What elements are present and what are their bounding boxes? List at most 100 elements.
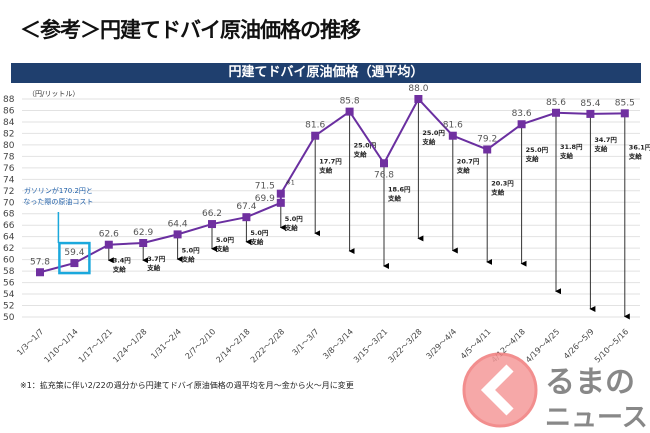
- subsidy-label: 支給: [593, 144, 608, 153]
- subsidy-amount: 20.7円: [457, 158, 480, 166]
- x-tick-label: 2/14～2/18: [214, 327, 251, 364]
- kuruma-news-logo: るまの ニュース: [462, 352, 648, 433]
- subsidy-label: 支給: [387, 193, 402, 202]
- y-tick-label: 52: [3, 302, 14, 312]
- subsidy-amount: 5.0円: [285, 215, 304, 223]
- subsidy-amount: 25.0円: [354, 142, 377, 150]
- x-tick-label: 1/3～1/7: [15, 327, 45, 357]
- y-tick-label: 80: [3, 141, 15, 151]
- x-tick-label: 3/1～3/7: [290, 327, 320, 357]
- line-chart: 5052545658606264666870727476788082848688…: [3, 84, 650, 364]
- data-label: 67.4: [236, 202, 256, 212]
- y-tick-label: 56: [3, 279, 15, 289]
- subsidy-amount: 25.0円: [422, 129, 445, 137]
- x-tick-label: 2/22～2/28: [249, 327, 286, 364]
- chart-title: 円建てドバイ原油価格（週平均）: [11, 63, 641, 83]
- data-point: [173, 230, 182, 239]
- y-tick-label: 76: [3, 164, 15, 174]
- data-label: 62.6: [99, 230, 119, 240]
- data-point: [414, 95, 423, 103]
- y-tick-label: 68: [3, 210, 15, 220]
- y-tick-label: 60: [3, 256, 15, 266]
- subsidy-label: 支給: [490, 187, 505, 196]
- page-title: ＜参考＞円建てドバイ原油価格の推移: [20, 18, 361, 42]
- data-point: [70, 259, 79, 268]
- data-label: 64.4: [168, 219, 188, 229]
- data-point: [311, 131, 320, 140]
- subsidy-label: 支給: [353, 150, 368, 159]
- data-label: 85.5: [615, 98, 635, 108]
- subsidy-amount: 5.0円: [182, 246, 201, 254]
- data-point: [139, 238, 148, 247]
- y-tick-label: 72: [3, 187, 14, 197]
- data-point: [104, 240, 113, 249]
- subsidy-amount: 20.3円: [491, 179, 514, 187]
- subsidy-label: 支給: [318, 166, 333, 175]
- data-point: [586, 109, 595, 118]
- x-tick-label: 1/10～1/14: [42, 327, 79, 364]
- subsidy-amount: 3.4円: [113, 257, 132, 265]
- subsidy-amount: 5.0円: [250, 229, 269, 237]
- x-tick-label: 1/24～1/28: [111, 327, 148, 364]
- subsidy-amount: 17.7円: [319, 158, 342, 166]
- data-point: [620, 109, 629, 118]
- data-label: 71.5: [255, 182, 275, 192]
- subsidy-label: 支給: [559, 151, 574, 160]
- data-label: 88.0: [408, 84, 428, 94]
- subsidy-label: 支給: [421, 137, 436, 146]
- subsidy-label: 支給: [215, 244, 230, 253]
- x-tick-label: 3/15～3/21: [352, 327, 389, 364]
- subsidy-amount: 18.6円: [388, 185, 411, 193]
- data-label: 85.8: [340, 97, 360, 107]
- y-tick-label: 78: [3, 152, 15, 162]
- data-point: [345, 107, 354, 116]
- data-label: 85.4: [580, 99, 600, 109]
- data-point: [242, 213, 251, 222]
- data-label: 83.6: [512, 109, 532, 119]
- data-label: 66.2: [202, 209, 222, 219]
- data-point: [483, 145, 492, 154]
- data-point: [36, 268, 44, 277]
- data-label: 62.9: [133, 228, 153, 238]
- subsidy-amount: 36.1円: [629, 143, 650, 151]
- svg-text:ニュース: ニュース: [545, 403, 648, 433]
- y-tick-label: 84: [3, 118, 15, 128]
- subsidy-label: 支給: [249, 237, 264, 246]
- data-label: 81.6: [305, 121, 325, 131]
- x-tick-label: 3/29～4/4: [424, 327, 458, 361]
- x-tick-label: 3/22～3/28: [386, 327, 423, 364]
- subsidy-amount: 3.7円: [147, 255, 166, 263]
- data-point: [208, 220, 216, 229]
- y-tick-label: 88: [3, 95, 15, 105]
- series-line: [39, 97, 625, 274]
- data-point: [448, 131, 457, 140]
- y-axis-label: （円/リットル）: [28, 90, 79, 98]
- y-tick-label: 62: [3, 244, 14, 254]
- subsidy-label: 支給: [628, 151, 643, 160]
- data-label: 85.6: [546, 98, 566, 108]
- callout-box: [58, 241, 91, 275]
- data-label: 59.4: [64, 248, 84, 258]
- y-tick-label: 50: [3, 313, 15, 323]
- y-tick-label: 70: [3, 198, 15, 208]
- subsidy-amount: 31.8円: [560, 143, 583, 151]
- subsidy-label: 支給: [525, 154, 540, 163]
- data-point: [276, 198, 285, 207]
- y-tick-label: 54: [3, 290, 15, 300]
- subsidy-label: 支給: [112, 265, 127, 274]
- data-label: 81.6: [443, 121, 463, 131]
- data-label: 79.2: [477, 134, 497, 144]
- x-tick-label: 3/8～3/14: [321, 327, 355, 361]
- y-tick-label: 74: [3, 175, 15, 185]
- data-point: [276, 189, 285, 198]
- subsidy-amount: 5.0円: [216, 236, 235, 244]
- subsidy-label: 支給: [181, 254, 196, 263]
- y-tick-label: 86: [3, 106, 15, 116]
- data-label: 57.8: [30, 257, 50, 267]
- y-tick-label: 66: [3, 221, 15, 231]
- y-tick-label: 82: [3, 129, 14, 139]
- svg-text:るまの: るまの: [545, 365, 635, 400]
- subsidy-amount: 25.0円: [526, 146, 549, 154]
- x-tick-label: 1/17～1/21: [77, 327, 114, 364]
- footnote-marker: ※1: [286, 180, 295, 187]
